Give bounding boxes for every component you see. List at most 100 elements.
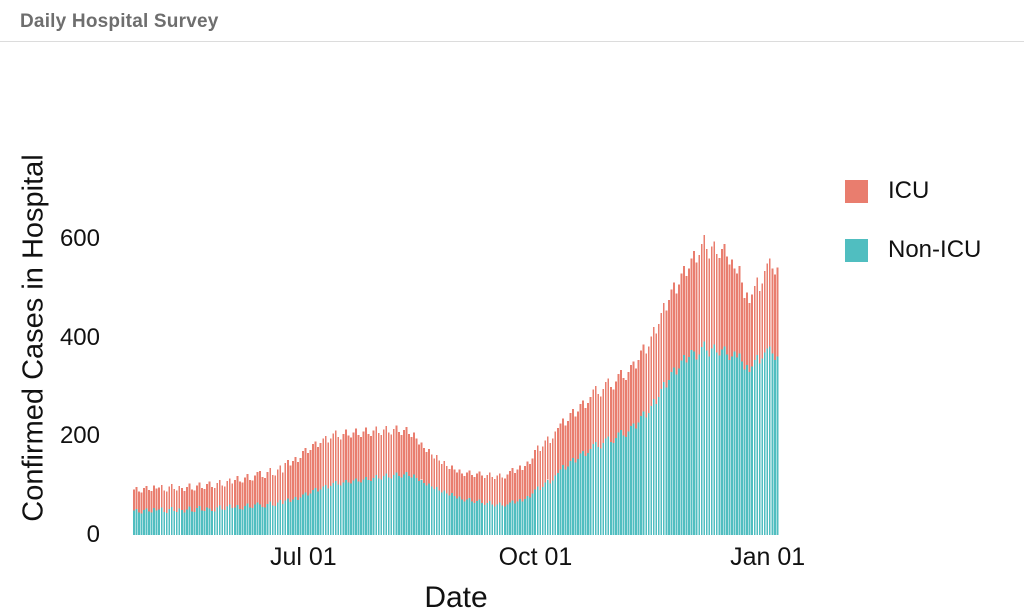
bar-segment[interactable] [657, 396, 660, 535]
bar-segment[interactable] [650, 336, 653, 406]
bar-segment[interactable] [339, 439, 342, 486]
bar-segment[interactable] [582, 451, 584, 535]
bar-segment[interactable] [713, 344, 716, 535]
bar-segment[interactable] [155, 510, 158, 535]
bar-segment[interactable] [291, 499, 294, 535]
bar-segment[interactable] [594, 441, 597, 535]
bar-segment[interactable] [773, 274, 776, 360]
bar-segment[interactable] [521, 469, 524, 502]
bar-segment[interactable] [556, 472, 559, 535]
bar-segment[interactable] [577, 459, 579, 535]
bar-segment[interactable] [461, 473, 463, 500]
bar-segment[interactable] [776, 267, 779, 357]
bar-segment[interactable] [327, 442, 330, 489]
bar-segment[interactable] [468, 470, 471, 498]
bar-segment[interactable] [196, 507, 198, 535]
bar-segment[interactable] [201, 488, 203, 511]
bar-segment[interactable] [574, 416, 577, 463]
bar-segment[interactable] [599, 396, 602, 449]
bar-segment[interactable] [539, 451, 542, 491]
bar-segment[interactable] [259, 504, 261, 535]
bar-segment[interactable] [763, 352, 766, 535]
bar-segment[interactable] [483, 504, 486, 535]
bar-segment[interactable] [599, 448, 602, 535]
bar-segment[interactable] [221, 509, 224, 535]
bar-segment[interactable] [201, 510, 203, 535]
bar-segment[interactable] [428, 483, 431, 535]
bar-segment[interactable] [284, 462, 287, 501]
bar-segment[interactable] [284, 500, 287, 535]
bar-segment[interactable] [231, 507, 234, 535]
bar-segment[interactable] [758, 290, 761, 364]
bar-segment[interactable] [625, 436, 627, 535]
bar-segment[interactable] [360, 436, 362, 483]
bar-segment[interactable] [261, 476, 264, 507]
bar-segment[interactable] [567, 466, 569, 535]
bar-segment[interactable] [657, 323, 660, 397]
bar-segment[interactable] [334, 430, 337, 482]
bar-segment[interactable] [488, 472, 491, 501]
bar-segment[interactable] [655, 333, 658, 404]
bar-segment[interactable] [405, 426, 408, 472]
bar-segment[interactable] [271, 505, 274, 535]
bar-segment[interactable] [165, 491, 168, 513]
bar-segment[interactable] [175, 490, 178, 512]
bar-segment[interactable] [746, 364, 749, 535]
bar-segment[interactable] [635, 368, 637, 429]
bar-segment[interactable] [415, 438, 418, 478]
bar-segment[interactable] [355, 428, 357, 479]
bar-segment[interactable] [728, 359, 731, 535]
bar-segment[interactable] [304, 492, 307, 535]
bar-segment[interactable] [456, 498, 458, 535]
bar-segment[interactable] [569, 413, 572, 461]
bar-segment[interactable] [703, 341, 706, 535]
bar-segment[interactable] [269, 501, 272, 535]
bar-segment[interactable] [413, 432, 415, 475]
bar-segment[interactable] [723, 346, 726, 535]
bar-segment[interactable] [158, 487, 161, 510]
bar-segment[interactable] [133, 510, 135, 535]
bar-segment[interactable] [382, 475, 385, 535]
bar-segment[interactable] [511, 500, 514, 535]
bar-segment[interactable] [491, 504, 494, 535]
bar-segment[interactable] [395, 425, 398, 473]
legend-item-non-icu[interactable]: Non-ICU [845, 236, 981, 264]
bar-segment[interactable] [604, 382, 607, 439]
bar-segment[interactable] [589, 449, 592, 535]
bar-segment[interactable] [249, 507, 251, 535]
bar-segment[interactable] [372, 430, 375, 478]
bar-segment[interactable] [133, 489, 135, 511]
bar-segment[interactable] [163, 490, 166, 512]
bar-segment[interactable] [667, 300, 670, 381]
bar-segment[interactable] [438, 490, 441, 535]
bar-segment[interactable] [476, 500, 479, 535]
bar-segment[interactable] [425, 452, 428, 486]
bar-segment[interactable] [468, 498, 471, 535]
bar-segment[interactable] [748, 303, 751, 373]
bar-segment[interactable] [491, 476, 494, 505]
bar-segment[interactable] [266, 503, 269, 535]
bar-segment[interactable] [160, 507, 163, 535]
bar-segment[interactable] [289, 465, 292, 502]
bar-segment[interactable] [178, 508, 181, 535]
bar-segment[interactable] [771, 353, 774, 535]
bar-segment[interactable] [297, 499, 299, 535]
bar-segment[interactable] [362, 431, 365, 480]
bar-segment[interactable] [516, 469, 519, 502]
bar-segment[interactable] [463, 501, 466, 535]
bar-segment[interactable] [700, 243, 703, 348]
bar-segment[interactable] [211, 487, 214, 511]
bar-segment[interactable] [138, 512, 140, 535]
bar-segment[interactable] [536, 486, 539, 535]
bar-segment[interactable] [191, 511, 193, 535]
bar-segment[interactable] [561, 418, 564, 465]
bar-segment[interactable] [680, 273, 683, 361]
bar-segment[interactable] [519, 465, 521, 499]
bar-segment[interactable] [324, 435, 327, 486]
bar-segment[interactable] [486, 474, 489, 503]
bar-segment[interactable] [693, 351, 696, 535]
bar-segment[interactable] [743, 298, 746, 370]
bar-segment[interactable] [185, 487, 188, 510]
bar-segment[interactable] [609, 441, 612, 535]
bar-segment[interactable] [420, 442, 423, 480]
